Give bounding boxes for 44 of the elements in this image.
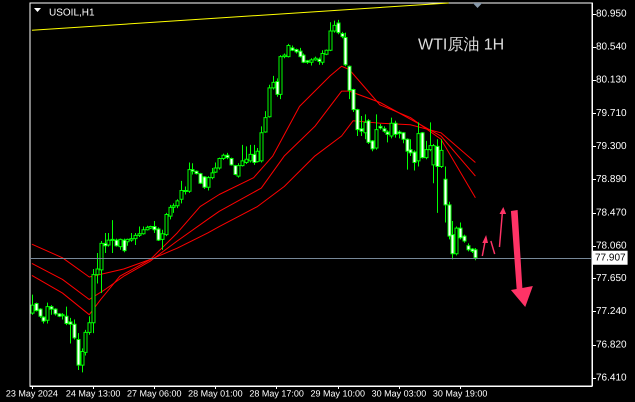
chart-title: USOIL,H1 xyxy=(49,8,96,18)
x-tick-label: 30 May 19:00 xyxy=(432,388,488,398)
x-tick-label: 24 May 13:00 xyxy=(66,388,120,398)
candlestick xyxy=(244,146,248,165)
y-tick-label: 78.470 xyxy=(596,207,628,218)
x-tick-label: 28 May 17:00 xyxy=(249,388,304,398)
candlestick xyxy=(46,302,50,324)
y-tick-label: 76.410 xyxy=(596,372,628,384)
candlestick xyxy=(202,176,206,190)
y-tick-label: 78.890 xyxy=(596,174,628,185)
x-tick-label: 30 May 03:00 xyxy=(372,388,426,398)
y-tick-label: 78.060 xyxy=(596,240,628,252)
candlestick xyxy=(394,120,398,138)
candlestick xyxy=(248,144,252,163)
candlestick xyxy=(328,22,332,52)
candlestick xyxy=(110,220,114,254)
y-tick-label: 80.130 xyxy=(596,74,628,86)
y-tick-label: 77.650 xyxy=(596,273,628,284)
line-series xyxy=(31,66,476,316)
y-tick-label: 79.710 xyxy=(596,108,628,120)
candlestick xyxy=(336,19,340,35)
candlestick xyxy=(320,50,324,66)
candlestick xyxy=(180,180,184,204)
y-tick-label: 80.950 xyxy=(596,8,628,20)
ref-line-label: 77.907 xyxy=(595,252,626,264)
candlestick xyxy=(374,114,378,150)
x-tick-label: 29 May 10:00 xyxy=(310,388,366,398)
candlestick xyxy=(390,117,394,139)
candlestick xyxy=(30,294,34,316)
candlestick xyxy=(218,157,222,170)
candlestick xyxy=(188,162,192,194)
y-tick-label: 79.300 xyxy=(596,140,628,152)
candlestick xyxy=(474,248,478,261)
candlestick xyxy=(286,43,290,58)
y-tick-label: 77.240 xyxy=(596,306,628,317)
candlestick xyxy=(118,238,122,250)
annotation: WTI原油 1H xyxy=(418,36,504,54)
x-tick-label: 28 May 01:00 xyxy=(188,388,243,398)
x-tick-label: 27 May 06:00 xyxy=(126,388,182,398)
y-tick-label: 76.820 xyxy=(596,340,628,351)
x-tick-label: 23 May 2024 xyxy=(6,388,58,398)
candlestick xyxy=(122,238,126,253)
candlestick xyxy=(436,138,440,214)
y-tick-label: 80.540 xyxy=(596,42,628,53)
